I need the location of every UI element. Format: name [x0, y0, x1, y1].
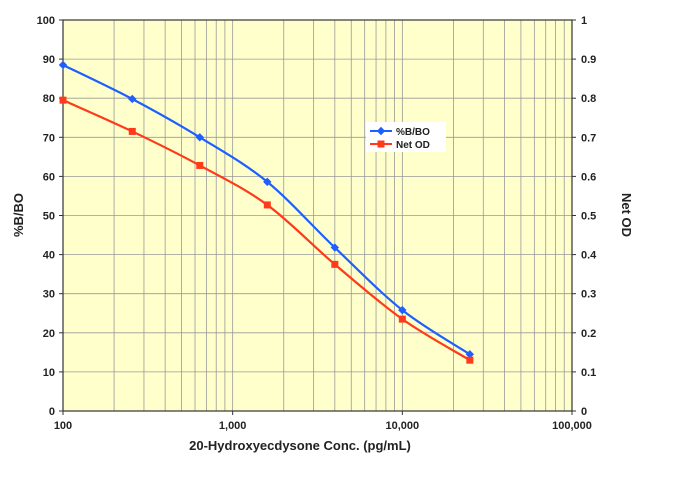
series-b-bo — [58, 60, 475, 359]
data-point — [376, 126, 386, 136]
data-point — [128, 127, 136, 135]
data-point — [398, 315, 406, 323]
x-tick-label: 1,000 — [219, 420, 247, 432]
x-axis-title: 20-Hydroxyecdysone Conc. (pg/mL) — [189, 438, 411, 453]
grid — [63, 20, 572, 411]
y-axis-left-title: %B/BO — [11, 193, 26, 237]
axes: 0 10 20 30 40 50 60 70 80 90 100 0 0.1 0.2 0.3 0.4 0.5 0.… — [37, 15, 598, 432]
data-point — [377, 140, 385, 148]
x-tick-label: 100,000 — [552, 420, 592, 432]
series-net-od — [59, 96, 474, 364]
y-right-tick-label: 0.1 — [581, 367, 596, 379]
y-axis-right-title: Net OD — [619, 193, 634, 237]
y-right-tick-label: 0.4 — [581, 250, 597, 262]
y-right-tick-label: 0.7 — [581, 132, 596, 144]
data-point — [59, 96, 67, 104]
y-right-tick-label: 0.6 — [581, 171, 596, 183]
legend-item: %B/BO — [370, 126, 430, 138]
y-right-tick-label: 0.9 — [581, 54, 596, 66]
y-left-tick-label: 90 — [43, 54, 55, 66]
y-left-tick-label: 10 — [43, 367, 55, 379]
y-right-tick-label: 0.2 — [581, 328, 596, 340]
data-point — [331, 260, 339, 268]
data-point — [465, 350, 475, 359]
legend-item: Net OD — [370, 140, 430, 151]
data-point — [263, 201, 271, 209]
data-point — [196, 161, 204, 169]
series — [58, 60, 475, 364]
data-point — [195, 133, 204, 142]
y-left-tick-label: 100 — [37, 15, 55, 27]
y-left-tick-label: 60 — [43, 171, 55, 183]
legend-label: Net OD — [396, 140, 430, 151]
data-point — [128, 94, 137, 104]
legend: %B/BO Net OD — [366, 122, 446, 152]
data-point — [398, 305, 407, 315]
y-right-tick-label: 0.8 — [581, 93, 596, 105]
y-left-tick-label: 70 — [43, 132, 55, 144]
y-left-tick-label: 50 — [43, 211, 55, 223]
y-left-tick-label: 30 — [43, 289, 55, 301]
legend-label: %B/BO — [396, 127, 430, 138]
y-right-tick-label: 0.5 — [581, 211, 596, 223]
data-point — [263, 177, 272, 187]
x-tick-label: 10,000 — [386, 420, 420, 432]
y-left-tick-label: 0 — [49, 406, 55, 418]
y-left-tick-label: 40 — [43, 250, 55, 262]
y-right-tick-label: 0.3 — [581, 289, 596, 301]
data-point — [466, 356, 474, 364]
x-tick-label: 100 — [54, 420, 72, 432]
data-point — [58, 60, 68, 70]
y-right-tick-label: 1 — [581, 15, 587, 27]
y-left-tick-label: 80 — [43, 93, 55, 105]
y-left-tick-label: 20 — [43, 328, 55, 340]
data-point — [330, 243, 340, 252]
y-right-tick-label: 0 — [581, 406, 587, 418]
